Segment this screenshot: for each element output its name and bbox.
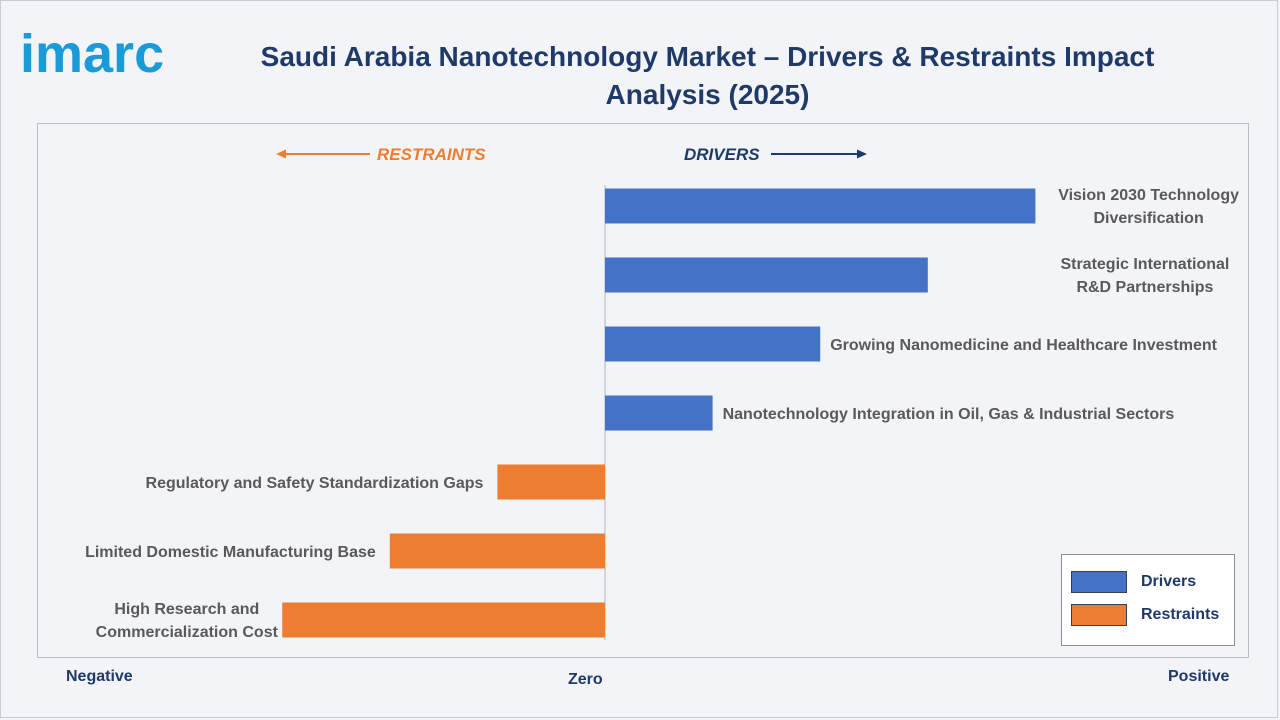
driver-bar [605, 257, 928, 293]
driver-label: Vision 2030 Technology Diversification [1058, 187, 1239, 227]
drivers-arrow-head [857, 149, 867, 159]
driver-label: Growing Nanomedicine and Healthcare Inve… [830, 337, 1217, 354]
driver-bar [605, 188, 1036, 224]
driver-label: Nanotechnology Integration in Oil, Gas &… [723, 406, 1175, 423]
legend-item-restraints: Restraints [1071, 603, 1219, 627]
label-line: Diversification [1093, 210, 1203, 227]
logo-text: imarc [20, 24, 164, 80]
label-line: R&D Partnerships [1076, 279, 1213, 296]
driver-bar [605, 395, 713, 431]
restraints-direction-label: RESTRAINTS [377, 145, 486, 164]
axis-label-negative: Negative [66, 668, 133, 685]
restraint-bar [497, 464, 605, 500]
label-line: High Research and [114, 601, 259, 618]
axis-label-positive: Positive [1168, 668, 1230, 685]
chart-title: Saudi Arabia Nanotechnology Market – Dri… [260, 41, 1155, 110]
chart-legend: Drivers Restraints [1061, 554, 1235, 646]
legend-swatch-restraints [1071, 604, 1127, 626]
restraint-bar [282, 602, 605, 638]
imarc-logo: imarc [20, 24, 164, 80]
driver-bar [605, 326, 821, 362]
legend-label-drivers: Drivers [1141, 573, 1197, 590]
restraint-bar [389, 533, 605, 569]
label-line: Strategic International [1060, 256, 1229, 273]
label-line: Vision 2030 Technology [1058, 187, 1239, 204]
driver-label: Strategic International R&D Partnerships [1060, 256, 1229, 296]
restraint-label: Limited Domestic Manufacturing Base [85, 544, 376, 561]
plot-area [37, 123, 1249, 658]
drivers-direction-label: DRIVERS [684, 145, 760, 164]
label-line: Commercialization Cost [96, 624, 279, 641]
restraint-label: High Research and Commercialization Cost [96, 601, 279, 641]
legend-swatch-drivers [1071, 571, 1127, 593]
restraint-label: Regulatory and Safety Standardization Ga… [146, 475, 484, 492]
legend-label-restraints: Restraints [1141, 606, 1220, 623]
legend-item-drivers: Drivers [1071, 570, 1196, 594]
restraints-arrow-head [276, 149, 286, 159]
axis-label-zero: Zero [568, 671, 603, 688]
